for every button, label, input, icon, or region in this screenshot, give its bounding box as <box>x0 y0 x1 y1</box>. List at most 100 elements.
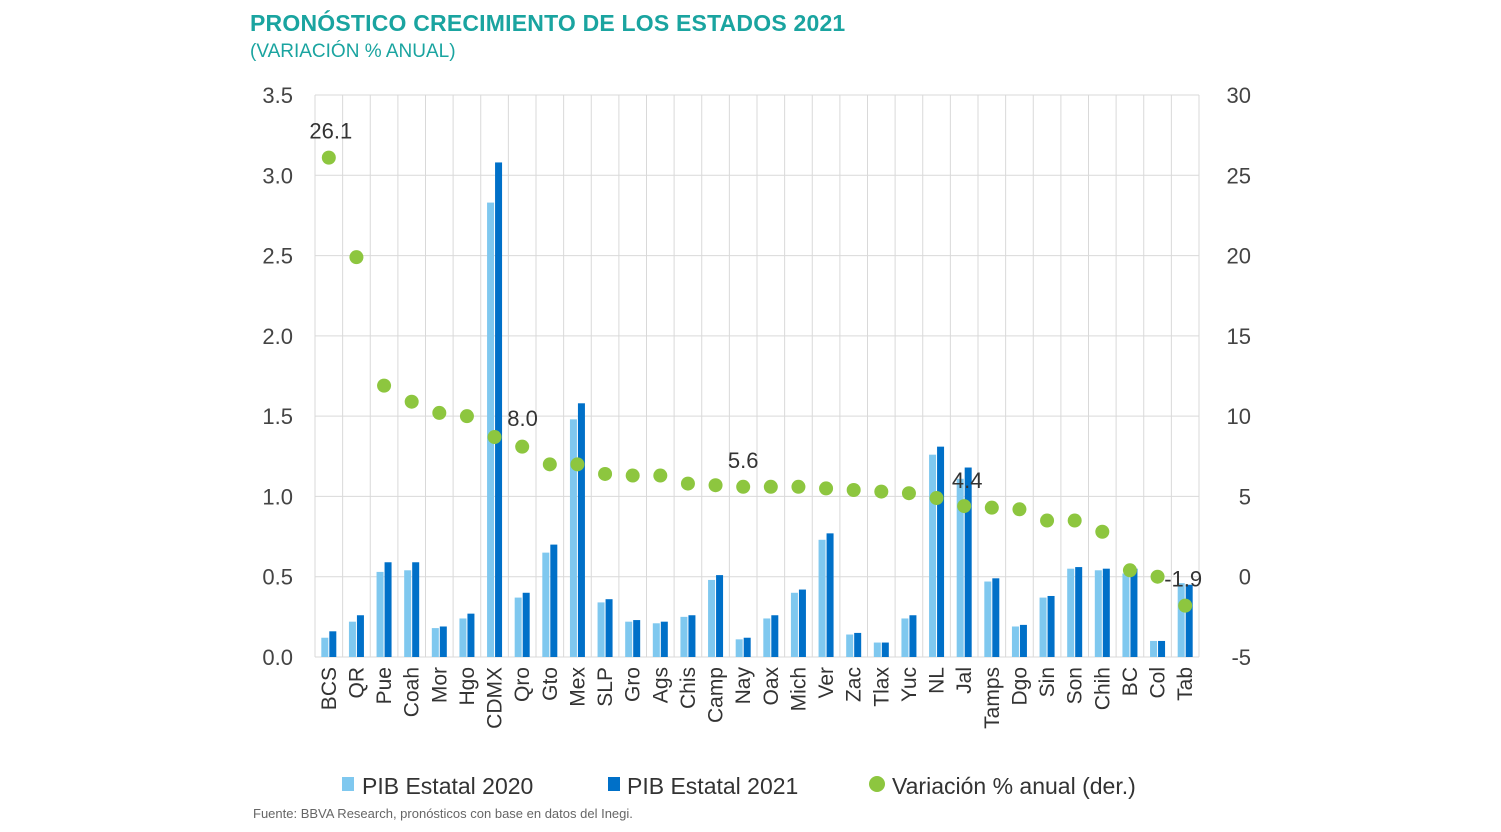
bar-2021 <box>964 467 972 657</box>
bar-2021 <box>384 562 392 657</box>
y-axis-right: -5 0 5 10 15 20 25 30 <box>1227 83 1251 670</box>
point-variacion <box>570 457 585 472</box>
category-label: Qro <box>511 667 534 702</box>
point-variacion <box>680 476 695 491</box>
point-variacion <box>515 439 530 454</box>
bar-2021 <box>660 621 668 657</box>
category-label: Mex <box>566 667 589 707</box>
category-label: Coah <box>401 667 424 717</box>
category-label: Tlax <box>870 667 893 707</box>
bar-2021 <box>688 615 696 657</box>
bar-2021 <box>412 562 420 657</box>
bar-2021 <box>1185 584 1193 657</box>
category-label: BCS <box>318 667 341 710</box>
bar-2021 <box>743 637 751 657</box>
bar-2020 <box>1122 573 1130 657</box>
bar-2021 <box>495 162 503 657</box>
bar-2020 <box>763 618 771 657</box>
y-left-tick-label: 2.0 <box>262 324 293 349</box>
bar-2020 <box>542 552 550 657</box>
bar-2021 <box>1158 640 1166 657</box>
category-label: Gto <box>539 667 562 701</box>
data-labels-layer: 26.1 8.0 5.6 4.4 -1.9 <box>309 119 1202 592</box>
category-label: SLP <box>594 667 617 707</box>
point-variacion <box>957 499 972 514</box>
bar-2020 <box>1150 640 1158 657</box>
category-label: Sin <box>1036 667 1059 697</box>
point-variacion <box>1178 598 1193 613</box>
y-left-tick-label: 3.5 <box>262 83 293 108</box>
bar-2021 <box>1075 567 1083 657</box>
bar-2021 <box>633 620 641 657</box>
bar-2020 <box>984 581 992 657</box>
point-variacion <box>377 378 392 393</box>
bar-2020 <box>569 419 577 657</box>
bar-2020 <box>404 570 412 657</box>
point-variacion <box>708 478 723 493</box>
bar-2020 <box>514 597 522 657</box>
bar-2020 <box>956 478 964 657</box>
point-variacion <box>432 405 447 420</box>
point-variacion <box>846 483 861 498</box>
bars-layer <box>321 162 1193 657</box>
bar-2021 <box>1019 624 1027 657</box>
bar-2021 <box>937 446 945 657</box>
bar-2020 <box>790 592 798 657</box>
category-label: NL <box>926 667 949 694</box>
point-variacion <box>542 457 557 472</box>
point-variacion <box>1150 569 1165 584</box>
category-label: Dgo <box>1008 667 1031 706</box>
y-right-tick-label: 15 <box>1227 324 1251 349</box>
bar-2021 <box>467 613 475 657</box>
point-variacion <box>487 430 502 445</box>
y-left-tick-label: 2.5 <box>262 244 293 269</box>
category-label: Hgo <box>456 667 479 706</box>
category-label: Oax <box>760 667 783 706</box>
bar-2020 <box>431 628 439 657</box>
legend-label-2021: PIB Estatal 2021 <box>627 773 798 799</box>
bar-2020 <box>708 579 716 657</box>
bar-2020 <box>376 571 384 657</box>
point-variacion <box>1122 563 1137 578</box>
point-variacion <box>1012 502 1027 517</box>
bar-2021 <box>577 403 585 657</box>
point-variacion <box>901 486 916 501</box>
legend-swatch-2021 <box>608 777 620 791</box>
y-left-tick-label: 0.0 <box>262 645 293 670</box>
bar-2021 <box>826 533 834 657</box>
legend-swatch-2020 <box>342 777 354 791</box>
category-label: Jal <box>953 667 976 694</box>
bar-2020 <box>459 618 467 657</box>
bar-2020 <box>1177 583 1185 657</box>
bar-2020 <box>680 616 688 657</box>
category-label: Yuc <box>898 667 921 702</box>
point-variacion <box>1095 524 1110 539</box>
grid-lines <box>314 94 1200 658</box>
category-label: Chis <box>677 667 700 709</box>
legend-label-2020: PIB Estatal 2020 <box>362 773 533 799</box>
bar-2021 <box>1102 568 1110 657</box>
y-right-tick-label: 5 <box>1239 484 1251 509</box>
category-label: Pue <box>373 667 396 704</box>
bar-2020 <box>1011 626 1019 657</box>
point-variacion <box>349 250 364 265</box>
point-variacion <box>819 481 834 496</box>
y-left-tick-label: 3.0 <box>262 163 293 188</box>
category-label: Col <box>1147 667 1170 699</box>
data-label: 8.0 <box>507 406 538 431</box>
y-right-tick-label: 20 <box>1227 244 1251 269</box>
bar-2020 <box>348 621 356 657</box>
point-variacion <box>625 468 640 483</box>
bar-2020 <box>597 602 605 657</box>
bar-2021 <box>798 589 806 657</box>
bar-2021 <box>522 592 530 657</box>
bar-2021 <box>771 615 779 657</box>
bar-2020 <box>625 621 633 657</box>
category-label: Son <box>1064 667 1087 704</box>
legend-swatch-variacion <box>869 776 885 792</box>
point-variacion <box>984 500 999 515</box>
bar-2020 <box>652 623 660 657</box>
point-variacion <box>459 409 474 424</box>
category-label: Zac <box>843 667 866 702</box>
